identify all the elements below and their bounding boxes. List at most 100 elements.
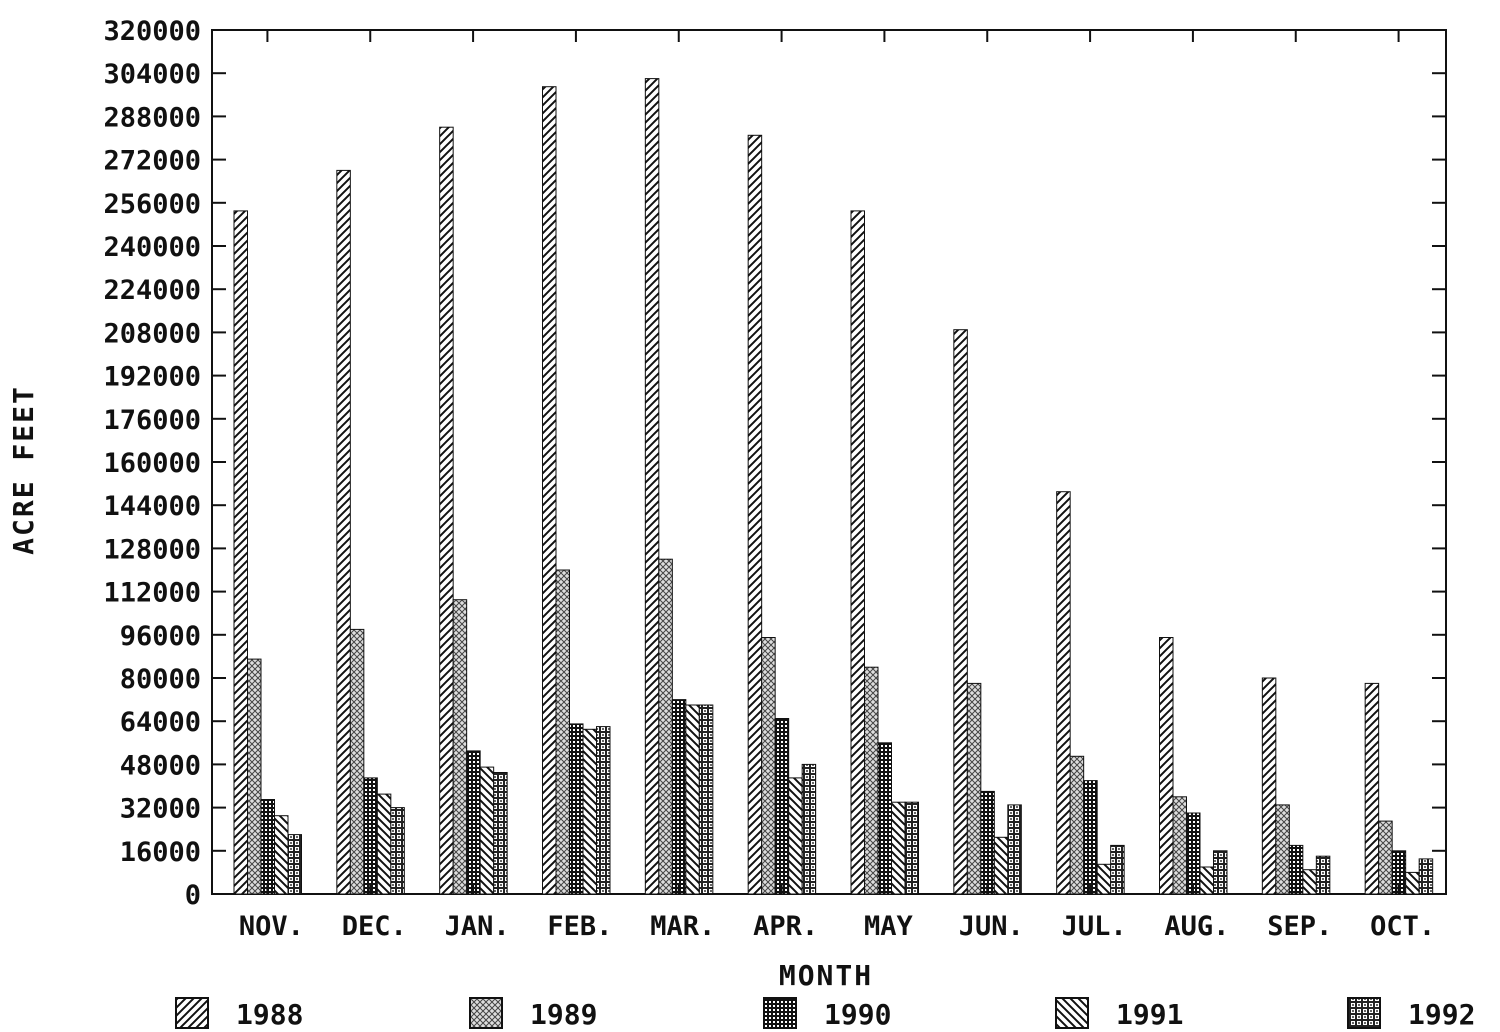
x-tick-label: DEC. bbox=[342, 911, 407, 942]
bar-1990-4 bbox=[671, 699, 687, 895]
bar-1988-8 bbox=[1056, 491, 1071, 895]
bar-1992-0 bbox=[287, 834, 302, 895]
bar-1990-5 bbox=[774, 718, 790, 895]
bar-1989-2 bbox=[452, 599, 468, 895]
x-tick-label: OCT. bbox=[1370, 911, 1435, 942]
y-tick-label: 240000 bbox=[103, 232, 201, 263]
bar-1990-0 bbox=[260, 799, 275, 895]
bar-1988-11 bbox=[1364, 682, 1380, 895]
y-tick-label: 16000 bbox=[120, 837, 201, 868]
bar-1989-0 bbox=[247, 658, 262, 895]
legend-item-1988: 1988 bbox=[175, 997, 303, 1031]
x-tick-label: JAN. bbox=[445, 911, 510, 942]
bar-1992-8 bbox=[1110, 844, 1125, 895]
bar-1990-7 bbox=[980, 790, 995, 895]
bar-1991-0 bbox=[274, 815, 289, 895]
bar-1992-2 bbox=[493, 772, 508, 895]
x-tick-label: JUN. bbox=[959, 911, 1024, 942]
y-tick-label: 272000 bbox=[103, 146, 201, 177]
bar-1988-5 bbox=[747, 134, 763, 895]
bar-1988-6 bbox=[850, 210, 865, 895]
plot-area bbox=[211, 29, 1447, 895]
bar-1990-2 bbox=[466, 750, 481, 895]
bar-1988-2 bbox=[439, 126, 454, 895]
x-tick-label: NOV. bbox=[239, 911, 304, 942]
legend-swatch bbox=[469, 997, 503, 1029]
bar-1989-7 bbox=[966, 682, 982, 895]
y-tick-label: 112000 bbox=[103, 578, 201, 609]
bar-1989-8 bbox=[1069, 755, 1085, 895]
bar-1992-3 bbox=[596, 726, 611, 895]
bar-1991-4 bbox=[685, 704, 700, 895]
x-axis-title: MONTH bbox=[779, 959, 873, 992]
bar-1991-11 bbox=[1405, 871, 1420, 895]
bar-1990-8 bbox=[1083, 780, 1098, 895]
legend-label: 1989 bbox=[530, 998, 597, 1031]
bar-1988-7 bbox=[953, 329, 968, 895]
bar-1991-8 bbox=[1096, 863, 1112, 895]
legend-label: 1991 bbox=[1116, 998, 1183, 1031]
bar-1991-5 bbox=[788, 777, 803, 895]
legend-label: 1990 bbox=[824, 998, 891, 1031]
bar-1988-3 bbox=[542, 86, 557, 895]
legend-swatch bbox=[175, 997, 209, 1029]
y-tick-label: 288000 bbox=[103, 102, 201, 133]
bar-1992-5 bbox=[801, 763, 817, 895]
bar-1990-9 bbox=[1186, 812, 1201, 895]
x-tick-label: AUG. bbox=[1164, 911, 1229, 942]
legend: 1988 1989 1990 1991 1992 bbox=[175, 997, 1475, 1031]
bar-1991-1 bbox=[376, 793, 392, 895]
legend-item-1989: 1989 bbox=[469, 997, 597, 1031]
y-tick-label: 32000 bbox=[120, 794, 201, 825]
bar-1991-10 bbox=[1302, 869, 1317, 895]
bar-1991-9 bbox=[1199, 866, 1214, 895]
legend-swatch bbox=[1055, 997, 1089, 1029]
bar-1991-6 bbox=[891, 801, 906, 895]
x-tick-label: SEP. bbox=[1267, 911, 1332, 942]
bar-1989-4 bbox=[658, 558, 673, 895]
legend-label: 1992 bbox=[1408, 998, 1475, 1031]
legend-item-1992: 1992 bbox=[1347, 997, 1475, 1031]
x-tick-label: MAY bbox=[864, 911, 914, 942]
y-tick-label: 208000 bbox=[103, 318, 201, 349]
bar-1989-3 bbox=[555, 569, 570, 895]
y-tick-label: 304000 bbox=[103, 59, 201, 90]
bar-1990-1 bbox=[363, 777, 378, 895]
x-tick-label: JUL. bbox=[1062, 911, 1127, 942]
y-tick-label: 176000 bbox=[103, 405, 201, 436]
bar-1988-1 bbox=[336, 169, 351, 895]
y-tick-label: 192000 bbox=[103, 362, 201, 393]
bar-1989-11 bbox=[1378, 820, 1393, 895]
y-tick-label: 80000 bbox=[120, 664, 201, 695]
x-tick-label: FEB. bbox=[547, 911, 612, 942]
bar-1989-10 bbox=[1275, 804, 1290, 895]
y-tick-label: 128000 bbox=[103, 534, 201, 565]
y-tick-label: 144000 bbox=[103, 491, 201, 522]
bar-1991-7 bbox=[993, 836, 1009, 895]
y-tick-label: 224000 bbox=[103, 275, 201, 306]
x-tick-label: APR. bbox=[753, 911, 818, 942]
y-tick-label: 0 bbox=[185, 880, 201, 911]
y-tick-label: 256000 bbox=[103, 189, 201, 220]
bar-1988-4 bbox=[644, 78, 660, 895]
legend-item-1990: 1990 bbox=[763, 997, 891, 1031]
bar-1991-3 bbox=[582, 728, 597, 895]
y-axis: 0 16000 32000 48000 64000 80000 96000 112000 128… bbox=[103, 16, 1446, 911]
y-tick-label: 320000 bbox=[103, 16, 201, 47]
x-tick-label: MAR. bbox=[650, 911, 715, 942]
y-axis-title: ACRE FEET bbox=[7, 385, 40, 555]
plot-border bbox=[211, 29, 1447, 895]
bar-1992-1 bbox=[390, 807, 405, 895]
bar-1989-5 bbox=[761, 637, 776, 895]
bar-series-group bbox=[233, 78, 1434, 895]
bar-1989-1 bbox=[349, 628, 365, 895]
bar-1988-10 bbox=[1261, 677, 1277, 895]
bar-1992-10 bbox=[1315, 855, 1331, 895]
bar-1988-9 bbox=[1159, 637, 1174, 895]
bar-1992-4 bbox=[698, 704, 714, 895]
bar-1992-7 bbox=[1007, 804, 1022, 895]
bar-1989-6 bbox=[864, 666, 879, 895]
bar-1992-9 bbox=[1213, 850, 1228, 895]
legend-item-1991: 1991 bbox=[1055, 997, 1183, 1031]
